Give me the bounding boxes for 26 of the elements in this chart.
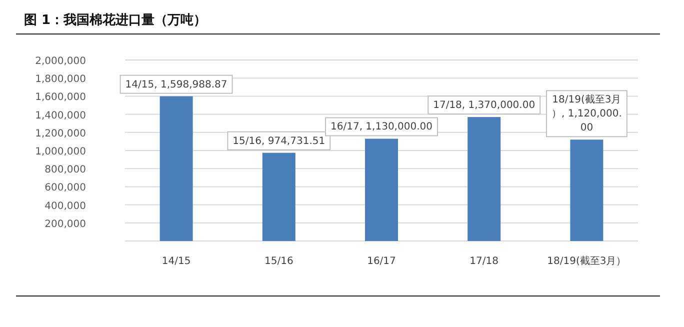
- xtick: 17/18: [470, 256, 499, 267]
- ytick: 1,000,000: [35, 146, 86, 158]
- title: 图 1：我国棉花进口量（万吨）: [24, 13, 207, 28]
- value-label: 15/16, 974,731.51: [227, 131, 331, 150]
- data-label: 14/15, 1,598,988.87: [125, 79, 228, 90]
- ytick: 2,000,000: [35, 56, 86, 67]
- xtick: 18/19(截至3月）: [547, 256, 626, 267]
- ytick: 400,000: [44, 200, 86, 212]
- data-label: 18/19(截至3月）, 1,120,000.00: [551, 94, 622, 134]
- xtick: 16/17: [367, 256, 396, 267]
- xtick: 14/15: [162, 256, 191, 267]
- ytick: 800,000: [44, 164, 86, 176]
- data-label: 17/18, 1,370,000.00: [433, 100, 536, 112]
- xtick: 15/16: [264, 256, 294, 267]
- value-label: 16/17, 1,130,000.00: [325, 117, 438, 136]
- ytick: 1,600,000: [35, 92, 86, 104]
- ytick: 1,800,000: [35, 74, 86, 86]
- data-label: 15/16, 974,731.51: [232, 136, 326, 147]
- ytick: 1,200,000: [35, 128, 86, 140]
- ytick: 1,400,000: [35, 110, 86, 122]
- value-label: 18/19(截至3月）, 1,120,000.00: [546, 90, 628, 138]
- ytick: 200,000: [44, 218, 86, 230]
- data-label: 16/17, 1,130,000.00: [330, 122, 432, 133]
- value-label: 14/15, 1,598,988.87: [120, 74, 233, 94]
- ytick: 600,000: [44, 182, 86, 194]
- value-label: 17/18, 1,370,000.00: [428, 96, 541, 115]
